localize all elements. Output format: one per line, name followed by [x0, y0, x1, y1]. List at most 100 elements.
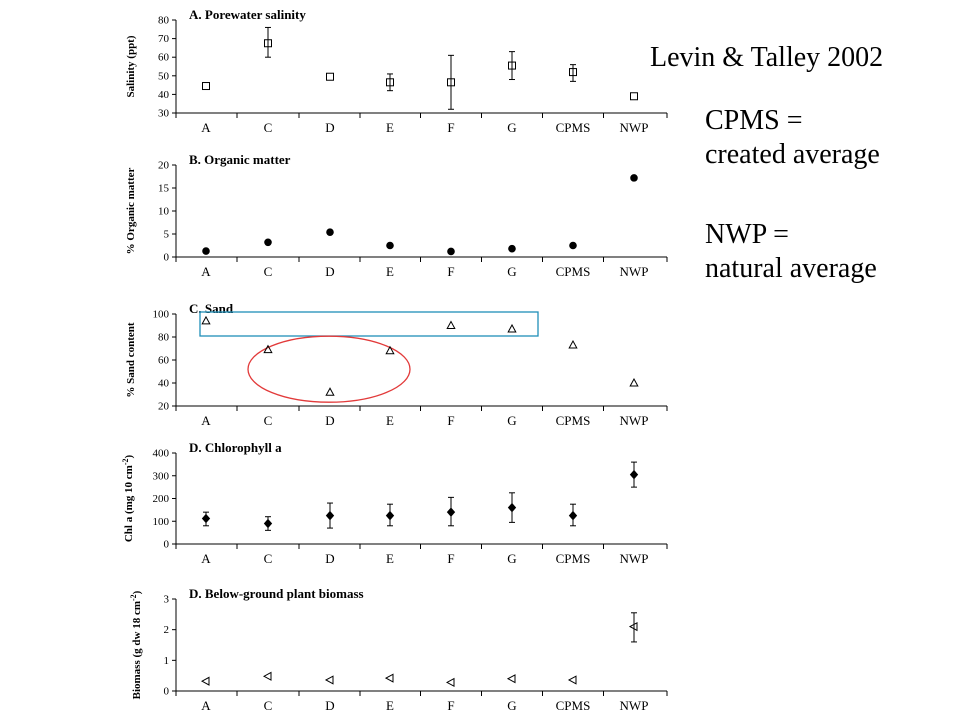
data-point	[385, 510, 395, 521]
x-tick-label: E	[386, 551, 394, 566]
y-tick-label: 1	[164, 655, 170, 667]
error-bar	[631, 612, 637, 643]
x-tick-label: NWP	[620, 264, 649, 279]
data-point	[264, 238, 272, 247]
data-point	[628, 621, 638, 632]
x-tick-label: NWP	[620, 413, 649, 428]
data-point	[201, 513, 211, 524]
nwp-note-line1: NWP =	[705, 219, 789, 250]
panel-4: 0 100 200 300 400 A C D E F G CPMS NWP D. Chlorophyll…	[121, 440, 668, 566]
cpms-note-line2: created average	[705, 139, 880, 170]
y-tick-label: 15	[158, 183, 170, 195]
data-point	[567, 675, 577, 685]
x-tick-label: F	[447, 551, 454, 566]
error-bar	[265, 26, 271, 58]
data-point	[201, 315, 211, 325]
x-tick-label: C	[264, 120, 273, 135]
data-point	[324, 675, 334, 685]
data-point	[569, 241, 577, 250]
y-tick-label: 60	[158, 355, 170, 367]
y-tick-label: 30	[158, 108, 170, 120]
x-tick-label: G	[507, 413, 516, 428]
x-tick-label: D	[325, 698, 334, 713]
data-point	[385, 345, 395, 355]
panel-title: D. Below-ground plant biomass	[189, 586, 364, 601]
panel-1: 30 40 50 60 70 80 A C D E F G CPMS NWP A. Porewater sa…	[125, 7, 668, 135]
panel-2: 0 5 10 15 20 A C D E F G CPMS NWP B. Organic matter % …	[125, 152, 668, 279]
y-tick-label: 70	[158, 33, 170, 45]
error-bar	[509, 51, 515, 81]
y-axis-label-superscript: -2	[121, 459, 130, 466]
y-axis-label: Chl a (mg 10 cm-2)	[121, 455, 135, 543]
x-tick-label: F	[447, 698, 454, 713]
y-tick-label: 5	[164, 229, 170, 241]
data-point	[202, 247, 210, 255]
y-axis-label-text: % Sand content	[125, 322, 137, 398]
x-tick-label: C	[264, 551, 273, 566]
y-tick-label: 3	[164, 594, 170, 606]
x-tick-label: G	[507, 551, 516, 566]
data-point	[384, 673, 394, 683]
y-tick-label: 400	[153, 448, 170, 460]
data-point	[264, 39, 272, 48]
data-point	[263, 518, 273, 529]
y-tick-label: 20	[158, 401, 170, 413]
y-tick-label: 0	[164, 539, 170, 551]
y-axis-label-text: Chl a (mg 10 cm	[123, 465, 135, 542]
y-axis-label: % Organic matter	[125, 168, 137, 255]
error-bar	[570, 64, 576, 82]
x-tick-label: E	[386, 120, 394, 135]
x-tick-label: C	[264, 413, 273, 428]
x-tick-label: A	[201, 413, 211, 428]
data-point	[447, 247, 455, 256]
x-tick-label: A	[201, 120, 211, 135]
data-point	[629, 377, 639, 387]
cpms-note-line1: CPMS =	[705, 105, 803, 136]
nwp-note: NWP = natural average	[705, 218, 877, 286]
panel-title: B. Organic matter	[189, 152, 291, 167]
data-point	[508, 244, 516, 253]
y-tick-label: 300	[153, 470, 170, 482]
nwp-note-line2: natural average	[705, 253, 877, 284]
data-point	[507, 502, 517, 513]
x-tick-label: D	[325, 413, 334, 428]
panel-title: A. Porewater salinity	[189, 7, 306, 22]
highlight-box	[199, 311, 539, 337]
error-bar	[387, 73, 393, 92]
data-point	[447, 78, 455, 87]
panel-title: C. Sand	[189, 301, 234, 316]
y-axis-label-text: Salinity (ppt)	[125, 35, 137, 97]
panel-5: 0 1 2 3 A C D E F G CPMS NWP D. Below-ground plant b…	[129, 586, 668, 713]
data-point	[263, 344, 273, 354]
citation-label: Levin & Talley 2002	[650, 42, 884, 73]
y-axis-label: Biomass (g dw 18 cm-2)	[129, 590, 143, 699]
x-tick-label: A	[201, 698, 211, 713]
x-tick-label: D	[325, 264, 334, 279]
y-axis-label-superscript: -2	[129, 594, 138, 601]
y-tick-label: 20	[158, 160, 170, 172]
y-tick-label: 50	[158, 70, 170, 82]
data-point	[630, 174, 638, 182]
data-point	[568, 510, 578, 521]
x-tick-label: A	[201, 264, 211, 279]
x-tick-label: D	[325, 551, 334, 566]
data-point	[630, 92, 638, 101]
x-tick-label: CPMS	[556, 264, 591, 279]
y-tick-label: 10	[158, 206, 170, 218]
x-tick-label: C	[264, 264, 273, 279]
y-tick-label: 2	[164, 624, 170, 636]
data-point	[325, 387, 335, 396]
y-axis-label-close: )	[123, 455, 135, 459]
x-tick-label: F	[447, 120, 454, 135]
cpms-note: CPMS = created average	[705, 104, 880, 172]
data-point	[629, 469, 639, 480]
data-point	[325, 510, 335, 521]
y-tick-label: 80	[158, 332, 170, 344]
data-point	[446, 507, 456, 517]
y-tick-label: 100	[153, 309, 170, 321]
y-axis-label-close: )	[131, 590, 143, 594]
data-point	[386, 78, 394, 87]
data-point	[446, 320, 456, 329]
x-tick-label: E	[386, 413, 394, 428]
data-point	[508, 61, 516, 70]
